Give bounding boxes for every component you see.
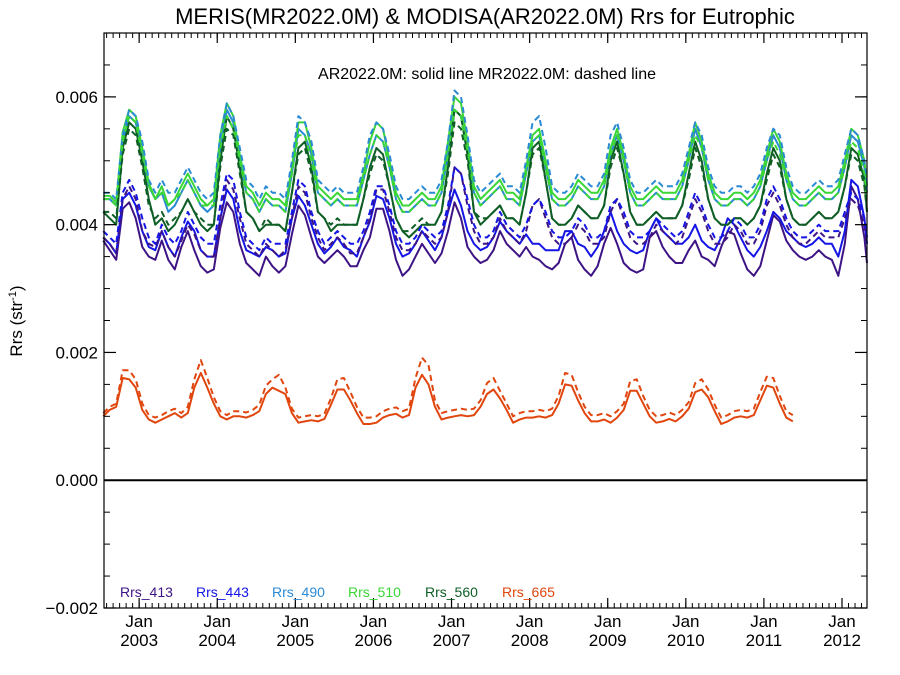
y-axis-label-superscript: -1: [7, 291, 19, 301]
legend-entry-rrs-665: Rrs_665: [502, 584, 555, 600]
x-tick-label-year: 2012: [823, 631, 861, 650]
x-tick-label-month: Jan: [672, 612, 699, 631]
legend-entry-rrs-490: Rrs_490: [272, 584, 325, 600]
y-axis-label-main: Rrs (str: [7, 301, 26, 357]
x-tick-label-month: Jan: [125, 612, 152, 631]
x-tick-label-year: 2003: [120, 631, 158, 650]
y-tick-label: −0.002: [46, 599, 98, 618]
x-tick-label-month: Jan: [360, 612, 387, 631]
series-line-rrs-560-dashed: [103, 121, 868, 233]
x-tick-label-month: Jan: [594, 612, 621, 631]
line-style-annotation: AR2022.0M: solid line MR2022.0M: dashed …: [318, 66, 656, 83]
y-tick-label: 0.006: [55, 88, 98, 107]
series-line-rrs-510-dashed: [103, 108, 868, 213]
x-tick-label-month: Jan: [204, 612, 231, 631]
x-tick-label-year: 2006: [355, 631, 393, 650]
series-line-rrs-413-solid: [102, 185, 868, 277]
y-axis-label-close: ): [7, 285, 26, 291]
x-tick-label-month: Jan: [438, 612, 465, 631]
axes: −0.0020.0000.0020.0040.006Jan2003Jan2004…: [46, 32, 868, 650]
chart-title: MERIS(MR2022.0M) & MODISA(AR2022.0M) Rrs…: [175, 4, 795, 29]
series-line-rrs-665-solid: [102, 371, 794, 425]
x-tick-label-month: Jan: [828, 612, 855, 631]
legend: Rrs_413 Rrs_443 Rrs_490 Rrs_510 Rrs_560 Rrs_6…: [120, 584, 555, 600]
plot-frame: [103, 32, 868, 609]
x-tick-label-year: 2011: [746, 631, 783, 650]
x-tick-label-year: 2008: [511, 631, 549, 650]
x-tick-label-year: 2005: [276, 631, 314, 650]
series-line-rrs-443-solid: [102, 178, 868, 258]
plot-lines: [102, 89, 868, 425]
x-tick-label-month: Jan: [282, 612, 309, 631]
x-tick-label-year: 2004: [198, 631, 236, 650]
legend-entry-rrs-413: Rrs_413: [120, 584, 173, 600]
series-line-rrs-443-dashed: [102, 166, 868, 252]
y-tick-label: 0.000: [55, 471, 98, 490]
x-tick-label-month: Jan: [516, 612, 543, 631]
x-tick-label-year: 2007: [433, 631, 471, 650]
x-tick-label-year: 2010: [667, 631, 705, 650]
series-line-rrs-490-dashed: [103, 89, 868, 201]
x-tick-label-month: Jan: [750, 612, 777, 631]
y-axis-label: Rrs (str-1): [7, 285, 26, 356]
series-line-rrs-413-dashed: [102, 166, 868, 258]
legend-entry-rrs-560: Rrs_560: [425, 584, 478, 600]
y-tick-label: 0.002: [55, 343, 98, 362]
x-tick-label-year: 2009: [589, 631, 627, 650]
legend-entry-rrs-443: Rrs_443: [196, 584, 249, 600]
y-tick-label: 0.004: [55, 216, 98, 235]
legend-entry-rrs-510: Rrs_510: [348, 584, 401, 600]
